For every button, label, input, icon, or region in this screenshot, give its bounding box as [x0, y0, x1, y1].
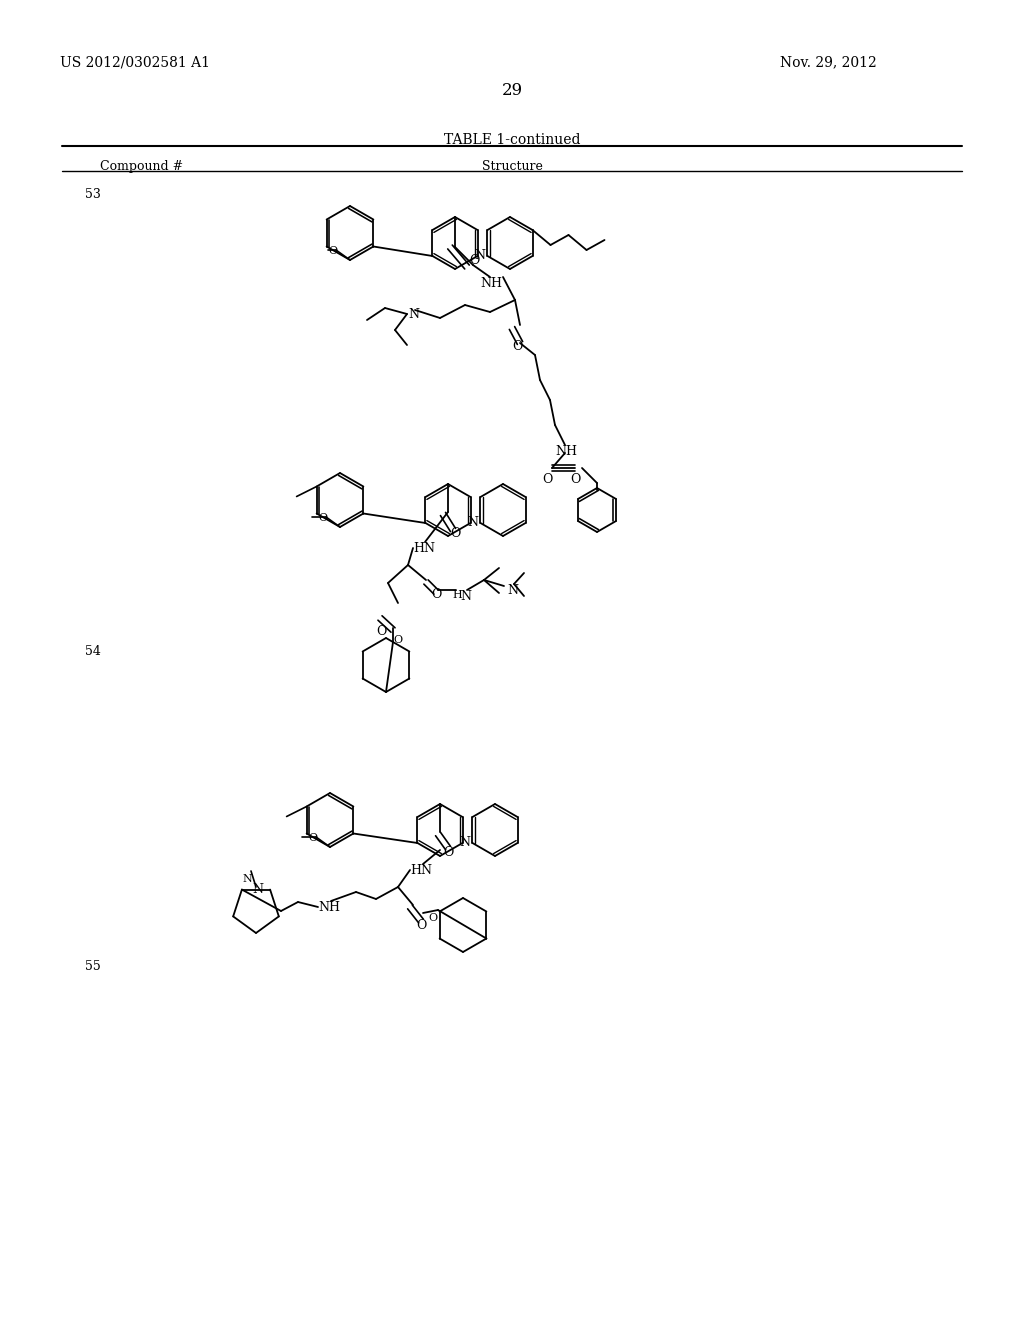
Text: O: O: [308, 833, 317, 843]
Text: N: N: [252, 883, 263, 896]
Text: NH: NH: [480, 277, 502, 290]
Text: NH: NH: [555, 445, 577, 458]
Text: O: O: [469, 255, 479, 268]
Text: N: N: [507, 583, 518, 597]
Text: O: O: [393, 635, 402, 645]
Text: 54: 54: [85, 645, 101, 657]
Text: Compound #: Compound #: [100, 160, 183, 173]
Text: N: N: [460, 590, 471, 603]
Text: H: H: [452, 590, 462, 601]
Text: O: O: [376, 624, 386, 638]
Text: Nov. 29, 2012: Nov. 29, 2012: [780, 55, 877, 69]
Text: O: O: [570, 473, 581, 486]
Text: O: O: [318, 513, 327, 523]
Text: Structure: Structure: [481, 160, 543, 173]
Text: O: O: [443, 846, 454, 859]
Text: 53: 53: [85, 187, 101, 201]
Text: N: N: [474, 249, 485, 261]
Text: TABLE 1-continued: TABLE 1-continued: [443, 133, 581, 147]
Text: N: N: [460, 836, 470, 849]
Text: O: O: [328, 246, 337, 256]
Text: HN: HN: [413, 543, 435, 554]
Text: O: O: [416, 919, 426, 932]
Text: N: N: [408, 308, 419, 321]
Text: O: O: [542, 473, 552, 486]
Text: O: O: [450, 527, 461, 540]
Text: HN: HN: [410, 865, 432, 876]
Text: O: O: [512, 341, 522, 352]
Text: US 2012/0302581 A1: US 2012/0302581 A1: [60, 55, 210, 69]
Text: O: O: [428, 913, 437, 923]
Text: N: N: [468, 516, 478, 529]
Text: N: N: [242, 874, 252, 884]
Text: NH: NH: [318, 902, 340, 913]
Text: 29: 29: [502, 82, 522, 99]
Text: O: O: [431, 587, 441, 601]
Text: 55: 55: [85, 960, 100, 973]
